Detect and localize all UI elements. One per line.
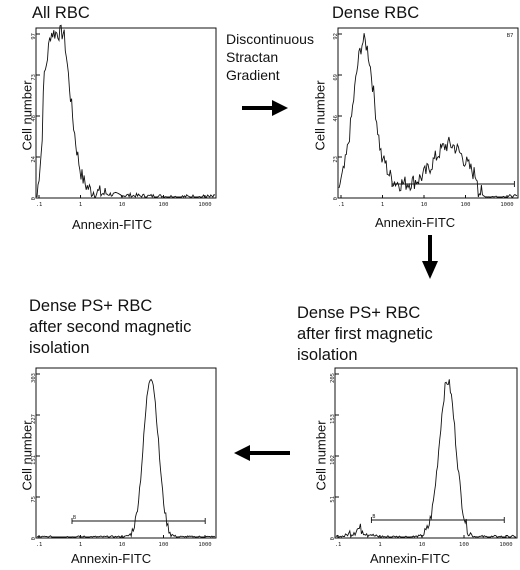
histogram-first-isolation: 0 51 102 153 205 .1 1 10 100 1000 B (330, 367, 518, 548)
y-tick-label: 46 (333, 115, 339, 122)
histogram-dense-rbc: 0 23 46 69 92 .1 1 10 100 1000 B7 (333, 27, 519, 208)
plot-frame (35, 27, 217, 199)
y-tick-label: 73 (31, 74, 37, 81)
x-tick-label: 100 (461, 202, 471, 208)
y-tick-label: 69 (333, 74, 339, 81)
panel-title-second-line-3: isolation (29, 339, 90, 357)
x-tick-label: 1 (381, 202, 384, 208)
histogram-all-rbc: 0 24 48 73 97 .1 1 10 100 1000 (31, 24, 217, 208)
y-tick-label: 102 (330, 455, 336, 465)
panel-title-first-line-2: after first magnetic (297, 325, 433, 343)
x-tick-label: .1 (335, 542, 342, 548)
y-tick-label: 0 (330, 537, 336, 540)
step-label-line-3: Gradient (226, 67, 280, 83)
panel-title-first-line-1: Dense PS+ RBC (297, 304, 421, 322)
x-tick-label: 1000 (198, 542, 211, 548)
x-axis-label-first: Annexin-FITC (370, 551, 451, 566)
x-tick-label: 1000 (500, 202, 513, 208)
y-tick-label: 97 (31, 33, 37, 40)
gradient-step-label: Discontinuous Stractan Gradient (226, 30, 314, 84)
plot-frame (35, 367, 217, 539)
y-tick-label: 23 (333, 156, 339, 163)
plot-frame (337, 27, 519, 199)
histogram-trace (36, 24, 216, 199)
y-tick-label: 75 (31, 496, 37, 503)
panel-title-first-line-3: isolation (297, 346, 358, 364)
y-tick-label: 151 (31, 455, 37, 465)
panel-title-all-rbc: All RBC (32, 4, 90, 22)
step-label-line-1: Discontinuous (226, 31, 314, 47)
histogram-trace (335, 379, 516, 539)
panel-title-second-line-1: Dense PS+ RBC (29, 297, 153, 315)
x-tick-label: 1 (79, 202, 82, 208)
x-tick-label: 10 (119, 202, 126, 208)
histogram-trace (36, 378, 216, 538)
panel-title-second-isolation: Dense PS+ RBC after second magnetic isol… (29, 296, 191, 359)
x-tick-label: 1000 (198, 202, 211, 208)
histogram-second-isolation: 0 75 151 227 303 .1 1 10 100 1000 B (31, 367, 217, 548)
x-tick-label: .1 (36, 542, 43, 548)
x-axis-label-second: Annexin-FITC (71, 551, 152, 566)
corner-mark: B7 (507, 33, 514, 39)
right-arrow (242, 100, 288, 116)
x-tick-label: 100 (459, 542, 469, 548)
x-tick-label: 10 (119, 542, 126, 548)
y-tick-label: 51 (330, 496, 336, 503)
x-tick-label: 10 (421, 202, 428, 208)
y-tick-label: 227 (31, 414, 37, 424)
y-tick-label: 92 (333, 33, 339, 40)
y-tick-label: 0 (333, 197, 339, 200)
y-tick-label: 153 (330, 414, 336, 424)
panel-title-dense-rbc: Dense RBC (332, 4, 420, 22)
x-tick-label: 100 (159, 542, 169, 548)
x-tick-label: 1 (378, 542, 381, 548)
x-tick-label: .1 (338, 202, 345, 208)
y-tick-label: 205 (330, 373, 336, 383)
x-tick-label: 1000 (499, 542, 512, 548)
panel-title-second-line-2: after second magnetic (29, 318, 192, 336)
y-tick-label: 303 (31, 373, 37, 383)
panel-title-first-isolation: Dense PS+ RBC after first magnetic isola… (297, 303, 433, 366)
y-tick-label: 24 (31, 155, 37, 162)
gate-label: B (372, 514, 375, 520)
y-axis-label-dense: Cell number (312, 80, 328, 151)
y-tick-label: 48 (31, 115, 37, 122)
histogram-trace (338, 33, 518, 198)
x-tick-label: 1 (79, 542, 82, 548)
gate-label: B (73, 515, 76, 521)
plot-frame (334, 367, 518, 539)
left-arrow (234, 445, 290, 461)
x-axis-label-all: Annexin-FITC (72, 217, 153, 232)
step-label-line-2: Stractan (226, 49, 279, 65)
y-tick-label: 0 (31, 197, 37, 200)
x-axis-label-dense: Annexin-FITC (375, 215, 456, 230)
x-tick-label: 100 (159, 202, 169, 208)
x-tick-label: .1 (36, 202, 43, 208)
x-tick-label: 10 (419, 542, 426, 548)
down-arrow (422, 235, 438, 279)
y-tick-label: 0 (31, 537, 37, 540)
